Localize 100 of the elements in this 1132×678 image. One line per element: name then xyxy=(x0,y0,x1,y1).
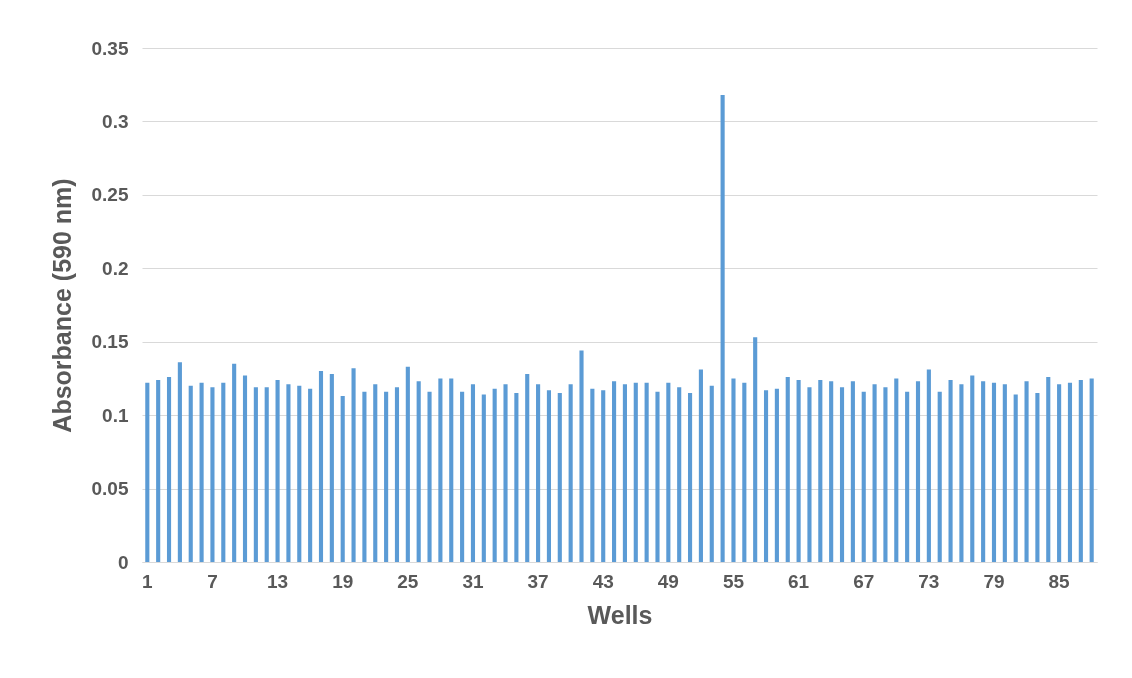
bar xyxy=(1089,378,1094,562)
bar xyxy=(449,378,454,562)
x-tick-label: 7 xyxy=(207,570,218,592)
bar xyxy=(601,390,606,562)
bar xyxy=(915,381,921,562)
bar xyxy=(373,384,378,562)
bar xyxy=(416,381,421,562)
y-tick-label: 0.15 xyxy=(91,331,129,353)
bar xyxy=(590,388,595,562)
bar xyxy=(481,394,486,562)
bar xyxy=(199,382,204,562)
bar xyxy=(763,390,769,562)
bar xyxy=(753,337,758,562)
bar xyxy=(731,378,736,562)
bar xyxy=(329,374,334,562)
bar xyxy=(438,378,443,562)
bar xyxy=(351,368,356,562)
x-tick-label: 49 xyxy=(657,570,679,592)
bar xyxy=(275,379,280,562)
x-tick-label: 37 xyxy=(527,570,549,592)
x-tick-label: 79 xyxy=(983,570,1005,592)
bar xyxy=(297,385,302,562)
bar xyxy=(1046,376,1051,562)
bar xyxy=(546,390,552,562)
y-axis-title: Absorbance (590 nm) xyxy=(47,178,76,433)
bar xyxy=(232,363,237,562)
bar xyxy=(405,366,410,562)
bar xyxy=(1067,382,1073,562)
bar xyxy=(460,391,465,562)
bar xyxy=(894,378,899,562)
bar xyxy=(242,375,248,562)
bar xyxy=(492,388,497,562)
x-tick-label: 73 xyxy=(918,570,940,592)
bar xyxy=(557,393,562,562)
bar xyxy=(1057,384,1062,562)
bar xyxy=(622,384,627,562)
bar xyxy=(264,387,269,562)
bar xyxy=(785,376,790,562)
bar xyxy=(948,379,953,562)
bar xyxy=(427,391,432,562)
x-tick-label: 19 xyxy=(332,570,354,592)
bar xyxy=(384,391,389,562)
bar xyxy=(937,391,942,562)
bar xyxy=(253,387,258,562)
bar xyxy=(166,376,172,562)
bar xyxy=(394,387,400,562)
bar xyxy=(362,391,367,562)
bar xyxy=(286,384,291,562)
x-tick-label: 43 xyxy=(592,570,614,592)
y-tick-label: 0.05 xyxy=(91,478,129,500)
bar xyxy=(1013,394,1018,562)
bar xyxy=(742,382,747,562)
y-tick-label: 0.35 xyxy=(91,37,129,59)
bar xyxy=(308,388,313,562)
bar xyxy=(687,393,693,562)
bar xyxy=(970,375,975,562)
bar xyxy=(709,385,714,562)
bar xyxy=(872,384,877,562)
bar xyxy=(807,387,812,562)
x-tick-label: 55 xyxy=(722,570,745,592)
bar xyxy=(883,387,888,562)
bar xyxy=(525,374,530,562)
bar xyxy=(503,384,508,562)
x-tick-label: 25 xyxy=(397,570,419,592)
y-tick-label: 0.1 xyxy=(102,404,129,426)
bar xyxy=(470,384,476,562)
bar xyxy=(644,382,649,562)
bar xyxy=(156,379,161,562)
bar xyxy=(829,381,834,562)
x-tick-label: 1 xyxy=(142,570,154,592)
bar xyxy=(850,381,855,562)
bar xyxy=(905,391,910,562)
y-tick-label: 0.2 xyxy=(102,257,129,279)
bar xyxy=(177,362,182,562)
bar xyxy=(188,385,193,562)
y-tick-label: 0.25 xyxy=(91,184,129,206)
bar xyxy=(959,384,964,562)
bar xyxy=(318,371,324,562)
bar xyxy=(861,391,866,562)
bar xyxy=(1078,379,1083,562)
bar xyxy=(1024,381,1029,562)
bar xyxy=(568,384,573,562)
x-tick-label: 61 xyxy=(788,570,810,592)
x-tick-label: 85 xyxy=(1048,570,1071,592)
x-tick-label: 31 xyxy=(462,570,484,592)
bar xyxy=(514,393,519,562)
bar xyxy=(677,387,682,562)
bar xyxy=(1035,393,1040,562)
bar xyxy=(579,350,584,562)
bar xyxy=(633,382,638,562)
y-tick-label: 0.3 xyxy=(102,110,129,132)
bar xyxy=(221,382,226,562)
bar xyxy=(926,369,931,562)
bar xyxy=(666,382,671,562)
x-tick-label: 13 xyxy=(267,570,289,592)
bar xyxy=(1002,384,1007,562)
x-axis-title: Wells xyxy=(587,600,653,629)
y-tick-label: 0 xyxy=(117,551,129,573)
bar xyxy=(981,381,986,562)
bar xyxy=(796,379,801,562)
